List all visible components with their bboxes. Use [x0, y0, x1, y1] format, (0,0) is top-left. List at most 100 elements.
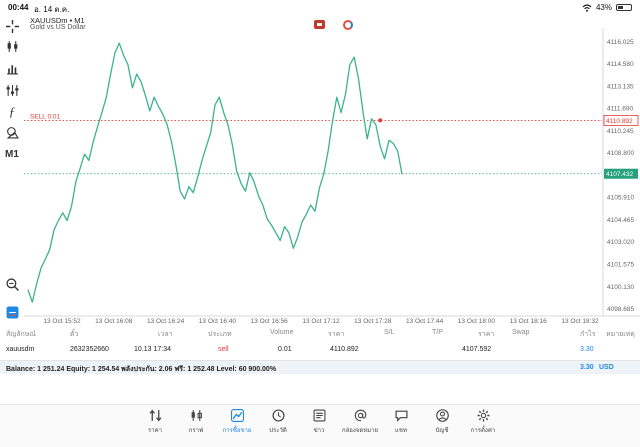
nav-trade[interactable]: การซื้อขาย: [217, 409, 257, 435]
table-row[interactable]: xauusdm 2632352660 10.13 17:34 sell 0.01…: [0, 340, 640, 360]
timeframe-button[interactable]: M1: [5, 148, 19, 160]
status-right: 43%: [582, 3, 632, 12]
sell-price-tag-text: 4110.892: [606, 118, 633, 125]
bottom-navigation: ราคา กราฟ การซื้อขาย ประวัติ ข่าว กล่องจ…: [0, 404, 640, 447]
status-time: 00:44: [8, 3, 29, 12]
news-icon: [313, 409, 325, 422]
function-icon[interactable]: ƒ: [8, 104, 16, 119]
nav-charts-label: กราฟ: [188, 428, 204, 434]
y-tick-label: 4098.685: [607, 306, 634, 313]
objects-icon[interactable]: [4, 124, 20, 140]
row-time: 10.13 17:34: [134, 346, 171, 353]
current-price-tag-text: 4107.432: [606, 171, 633, 178]
nav-chat[interactable]: แชท: [381, 409, 421, 435]
x-tick-label: 13 Oct 15:52: [43, 318, 81, 325]
y-tick-label: 4113.135: [607, 83, 634, 90]
x-tick-label: 13 Oct 16:40: [199, 318, 237, 325]
chat-bubble-icon: [394, 410, 408, 422]
x-tick-label: 13 Oct 16:24: [147, 318, 185, 325]
col-time: เวลา: [158, 331, 173, 338]
chart-header-icons: [314, 20, 353, 30]
battery-icon: [616, 4, 632, 11]
wifi-icon: [582, 3, 592, 12]
chart-toolbar: ƒ M1: [0, 14, 24, 324]
x-tick-label: 13 Oct 17:44: [406, 318, 444, 325]
col-swap: Swap: [512, 329, 530, 336]
nav-charts[interactable]: กราฟ: [176, 409, 216, 435]
nav-mailbox-label: กล่องจดหมาย: [341, 428, 379, 434]
chart-type-candles-icon[interactable]: [4, 38, 20, 54]
settings-sliders-icon[interactable]: [4, 82, 20, 98]
table-header: สัญลักษณ์ ตั๋ว เวลา ประเภท Volume ราคา S…: [0, 326, 640, 340]
col-volume: Volume: [270, 329, 294, 336]
nav-settings-label: การตั้งค่า: [470, 428, 496, 434]
chart-symbol-description: Gold vs US Dollar: [30, 24, 86, 31]
y-tick-label: 4108.800: [607, 150, 634, 157]
nav-mailbox[interactable]: กล่องจดหมาย: [340, 409, 380, 435]
y-tick-label: 4101.575: [607, 261, 634, 268]
col-price: ราคา: [478, 331, 495, 338]
zoom-icon[interactable]: [4, 276, 20, 292]
col-type: ประเภท: [208, 331, 232, 338]
nav-history-label: ประวัติ: [269, 428, 287, 434]
sell-level-label: SELL 0.01: [30, 113, 61, 120]
mailbox-at-icon: [354, 409, 366, 422]
nav-history[interactable]: ประวัติ: [258, 409, 298, 435]
nav-settings[interactable]: การตั้งค่า: [463, 409, 503, 435]
row-type: sell: [218, 346, 229, 353]
chart-svg: 4116.025 4114.580 4113.135 4111.690 4110.245…: [24, 28, 640, 325]
settings-gear-icon: [477, 409, 489, 422]
y-tick-label: 4105.910: [607, 195, 634, 202]
status-bar: 00:44 อ. 14 ต.ค. 43%: [0, 0, 640, 14]
price-series-line: [27, 42, 403, 303]
account-person-icon: [435, 409, 449, 422]
price-chart[interactable]: XAUUSDm • M1 Gold vs US Dollar 4116.025 4…: [24, 14, 640, 326]
signal-icon[interactable]: [343, 20, 353, 30]
x-tick-label: 13 Oct 17:28: [354, 318, 392, 325]
sell-entry-marker: [378, 118, 383, 123]
balance-summary: Balance: 1 251.24 Equity: 1 254.54 พลังป…: [6, 366, 277, 373]
row-volume: 0.01: [278, 346, 292, 353]
total-profit: 3.30: [580, 364, 594, 371]
current-price-tag: [604, 168, 638, 179]
nav-account[interactable]: บัญชี: [422, 409, 462, 435]
nav-news-label: ข่าว: [313, 428, 325, 434]
x-tick-label: 13 Oct 18:16: [510, 318, 548, 325]
x-tick-label: 13 Oct 18:00: [458, 318, 496, 325]
y-tick-label: 4110.245: [607, 128, 634, 135]
candlestick-icon: [191, 410, 202, 421]
y-tick-label: 4100.130: [607, 284, 634, 291]
chart-symbol: XAUUSDm • M1: [30, 16, 85, 25]
row-profit: 3.30: [580, 346, 594, 353]
nav-account-label: บัญชี: [435, 428, 449, 434]
row-ticket: 2632352660: [70, 346, 109, 353]
nav-news[interactable]: ข่าว: [299, 409, 339, 435]
trades-table: สัญลักษณ์ ตั๋ว เวลา ประเภท Volume ราคา S…: [0, 326, 640, 374]
indicators-icon[interactable]: [4, 60, 20, 76]
x-tick-label: 13 Oct 18:32: [561, 318, 599, 325]
nav-quotes-label: ราคา: [148, 428, 162, 434]
status-date: อ. 14 ต.ค.: [34, 5, 70, 14]
one-click-trading-icon[interactable]: [314, 20, 325, 29]
col-sl: S/L: [384, 329, 395, 336]
nav-chat-label: แชท: [395, 428, 407, 434]
balance-bar: Balance: 1 251.24 Equity: 1 254.54 พลังป…: [0, 360, 640, 374]
x-tick-label: 13 Oct 17:12: [302, 318, 340, 325]
col-tp: T/P: [432, 329, 443, 336]
sell-price-tag: [603, 115, 639, 126]
col-ticket: ตั๋ว: [70, 331, 79, 338]
col-open-price: ราคา: [328, 331, 345, 338]
battery-percent: 43%: [595, 3, 612, 12]
history-clock-icon: [271, 409, 285, 422]
y-tick-label: 4114.580: [607, 61, 634, 68]
y-tick-label: 4111.690: [607, 106, 634, 113]
col-comment: หมายเหตุ: [606, 331, 635, 338]
x-tick-label: 13 Oct 16:08: [95, 318, 133, 325]
quotes-arrows-icon: [149, 409, 161, 422]
trade-panel-icon[interactable]: [4, 304, 20, 320]
crosshair-icon[interactable]: [4, 18, 20, 34]
row-symbol: xauusdm: [6, 346, 35, 353]
row-open-price: 4110.892: [330, 346, 359, 353]
currency: USD: [599, 364, 614, 371]
nav-quotes[interactable]: ราคา: [135, 409, 175, 435]
